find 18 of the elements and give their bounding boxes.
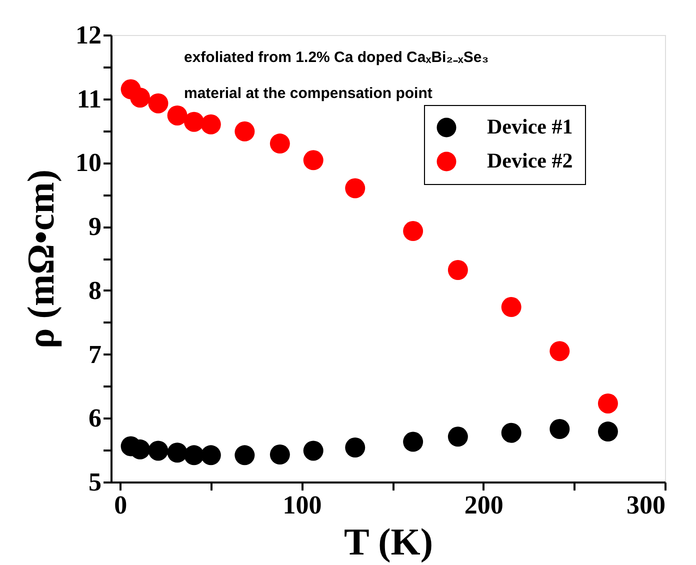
y-tick-label: 5 (88, 468, 102, 496)
x-axis-title: T (K) (344, 522, 434, 564)
y-tick-label: 9 (88, 212, 102, 242)
y-tick-label: 8 (88, 276, 102, 305)
x-tick-label: 100 (282, 490, 322, 520)
y-tick-label: 10 (76, 148, 102, 178)
legend-label: Device #2 (487, 148, 573, 172)
annotation: material at the compensation point (184, 85, 432, 102)
x-tick-label: 0 (114, 490, 128, 520)
y-tick-label: 12 (76, 20, 102, 50)
y-tick-label: 11 (76, 84, 102, 114)
y-axis-title: ρ (mΩ•cm) (20, 169, 62, 349)
annotation: exfoliated from 1.2% Ca doped CaₓBi₂₋ₓSe₃ (184, 49, 489, 66)
y-tick-label: 6 (88, 404, 102, 433)
x-tick-label: 200 (464, 490, 504, 520)
legend-label: Device #1 (487, 114, 573, 138)
y-tick-label: 7 (88, 340, 102, 369)
x-tick-label: 300 (626, 490, 666, 520)
